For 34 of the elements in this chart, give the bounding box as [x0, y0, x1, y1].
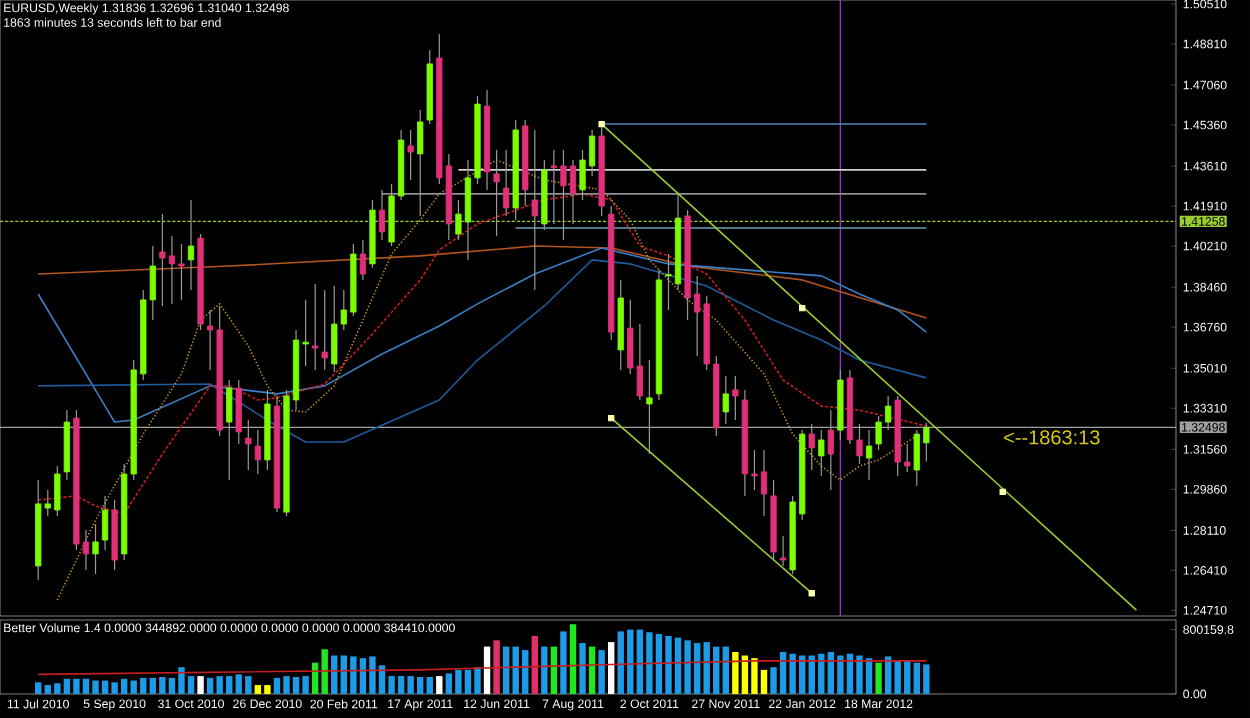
- candlestick: [187, 199, 195, 291]
- candlestick: [92, 523, 99, 575]
- bar: [531, 635, 538, 694]
- bar: [197, 676, 204, 694]
- candlestick: [732, 375, 739, 421]
- bar: [560, 631, 567, 694]
- line-series: [37, 259, 928, 443]
- point: [999, 488, 1006, 496]
- bar: [426, 676, 433, 694]
- bar: [35, 682, 42, 694]
- candlestick: [407, 129, 414, 181]
- bar: [875, 662, 882, 694]
- candlestick: [312, 283, 319, 371]
- point: [598, 120, 605, 128]
- line-series: [37, 247, 928, 423]
- line-series: [37, 193, 928, 515]
- candlestick: [321, 289, 328, 371]
- bar: [541, 646, 548, 694]
- bar: [607, 642, 615, 694]
- bar: [493, 640, 500, 694]
- line-series: [37, 660, 928, 676]
- bar: [436, 676, 443, 694]
- bar: [569, 624, 577, 694]
- candlestick: [779, 535, 787, 567]
- candlestick: [101, 495, 109, 551]
- point: [798, 304, 806, 312]
- bar: [598, 650, 605, 694]
- bar: [579, 643, 586, 694]
- annotation: <--1863:13: [1004, 430, 1100, 445]
- point: [808, 589, 815, 597]
- bar: [722, 646, 729, 694]
- line-series: [37, 245, 928, 319]
- candlestick: [359, 239, 367, 281]
- point: [607, 414, 615, 422]
